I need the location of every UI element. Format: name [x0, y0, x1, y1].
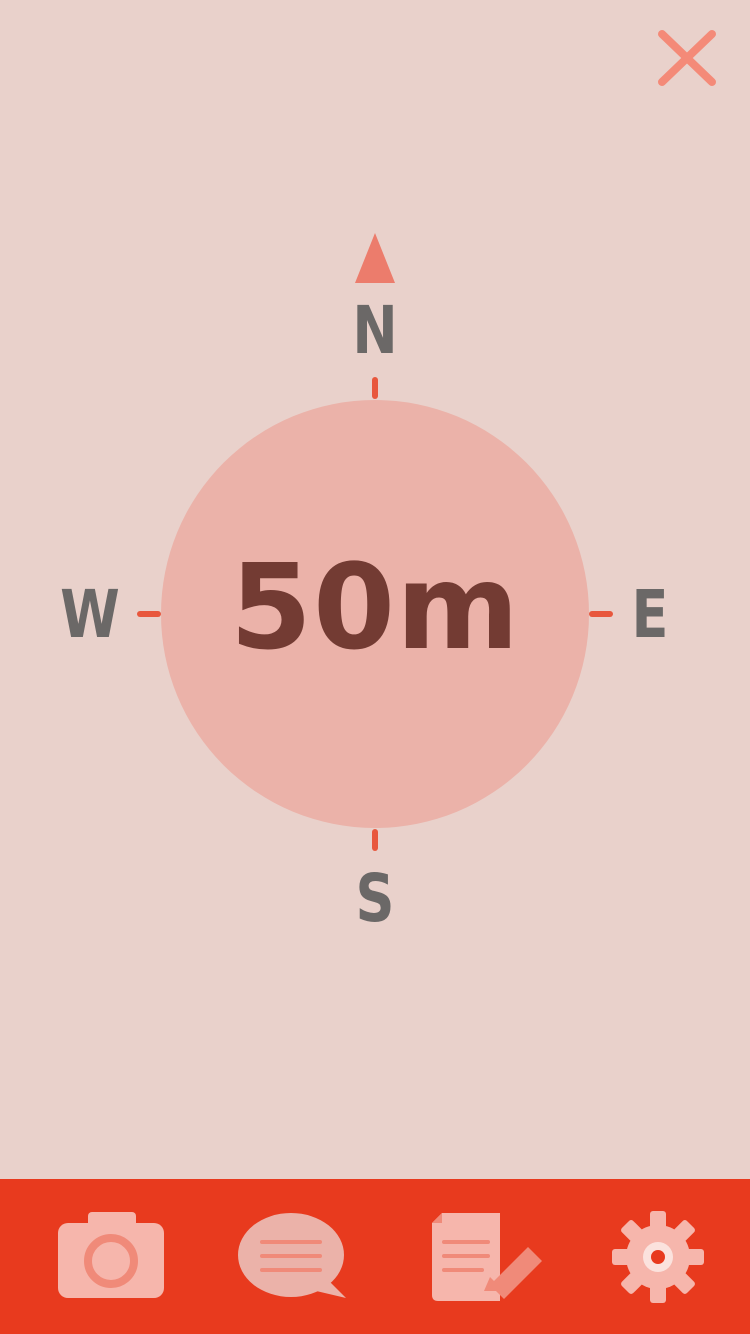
bottom-tab-bar [0, 1179, 750, 1334]
direction-east-label: E [631, 576, 669, 653]
tab-camera[interactable] [40, 1179, 180, 1334]
tab-messages[interactable] [220, 1179, 360, 1334]
tick-south [372, 829, 378, 851]
tick-east [589, 611, 613, 617]
close-icon [658, 30, 716, 86]
gear-icon [612, 1211, 704, 1303]
compass: N W 50m E S [60, 233, 669, 937]
direction-west-label: W [60, 576, 120, 653]
tick-west [137, 611, 161, 617]
direction-north-label: N [352, 292, 398, 369]
camera-icon [58, 1212, 164, 1298]
north-arrow-icon [355, 233, 395, 283]
tick-north [372, 377, 378, 399]
distance-readout: 50m [229, 538, 521, 676]
speech-bubble-icon [238, 1213, 346, 1298]
document-pencil-icon [432, 1213, 542, 1301]
tab-settings[interactable] [595, 1179, 725, 1334]
tab-notes[interactable] [410, 1179, 560, 1334]
close-button[interactable] [652, 24, 722, 94]
direction-south-label: S [355, 860, 395, 937]
compass-dial [161, 400, 589, 828]
